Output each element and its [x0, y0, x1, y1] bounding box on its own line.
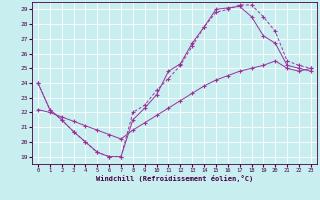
X-axis label: Windchill (Refroidissement éolien,°C): Windchill (Refroidissement éolien,°C) — [96, 175, 253, 182]
